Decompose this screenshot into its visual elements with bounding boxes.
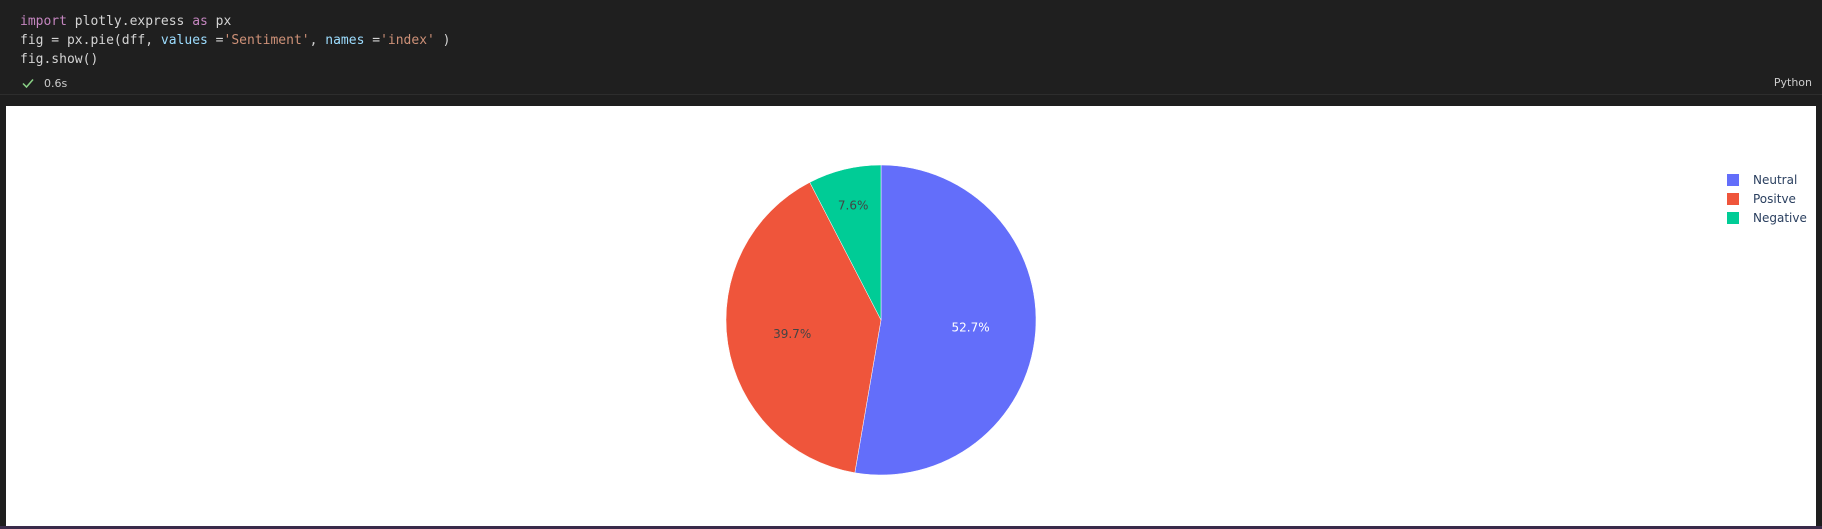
code-token: plotly.express: [66, 14, 193, 29]
legend[interactable]: Neutral Positve Negative: [1721, 170, 1807, 227]
legend-item-negative[interactable]: Negative: [1721, 208, 1807, 227]
code-token: fig = px.pie(dff,: [20, 33, 161, 48]
cell-border: [0, 526, 1822, 529]
execution-status: 0.6s: [22, 75, 67, 91]
code-token: =: [364, 33, 381, 48]
pie-slice-positve[interactable]: [725, 182, 882, 474]
legend-label: Negative: [1753, 210, 1807, 225]
code-cell[interactable]: import plotly.express as px fig = px.pie(…: [0, 0, 1822, 95]
code-token: fig.show(): [20, 52, 99, 67]
code-line[interactable]: fig = px.pie(dff, values ='Sentiment', n…: [20, 31, 451, 50]
code-token: ): [434, 33, 451, 48]
code-editor[interactable]: import plotly.express as px fig = px.pie(…: [20, 12, 451, 69]
legend-label: Positve: [1753, 191, 1796, 206]
cell-output: 52.7% 39.7% 7.6% Neutral Positve Negative: [6, 106, 1816, 529]
legend-swatch: [1727, 173, 1739, 186]
pie-slice-negative[interactable]: [809, 164, 882, 321]
code-token: ,: [309, 33, 326, 48]
code-token: 'Sentiment': [223, 33, 310, 48]
language-label[interactable]: Python: [1773, 76, 1812, 89]
pie-chart: 52.7% 39.7% 7.6%: [725, 164, 1037, 476]
code-line[interactable]: import plotly.express as px: [20, 12, 451, 31]
legend-item-positve[interactable]: Positve: [1721, 189, 1807, 208]
code-token: px: [207, 14, 232, 29]
code-token: import: [20, 14, 67, 29]
legend-swatch: [1727, 192, 1739, 205]
code-token: 'index': [380, 33, 435, 48]
code-token: =: [207, 33, 224, 48]
legend-swatch: [1727, 211, 1739, 224]
legend-label: Neutral: [1753, 172, 1798, 187]
code-token: as: [192, 14, 208, 29]
slice-percent-label: 7.6%: [838, 199, 869, 213]
pie-slice-neutral[interactable]: [854, 164, 1037, 476]
slice-percent-label: 39.7%: [773, 327, 811, 341]
execution-time: 0.6s: [44, 76, 68, 90]
code-line[interactable]: fig.show(): [20, 50, 451, 69]
legend-item-neutral[interactable]: Neutral: [1721, 170, 1807, 189]
code-token: names: [325, 33, 365, 48]
check-icon: [22, 77, 34, 89]
slice-percent-label: 52.7%: [952, 321, 990, 335]
code-token: values: [160, 33, 208, 48]
